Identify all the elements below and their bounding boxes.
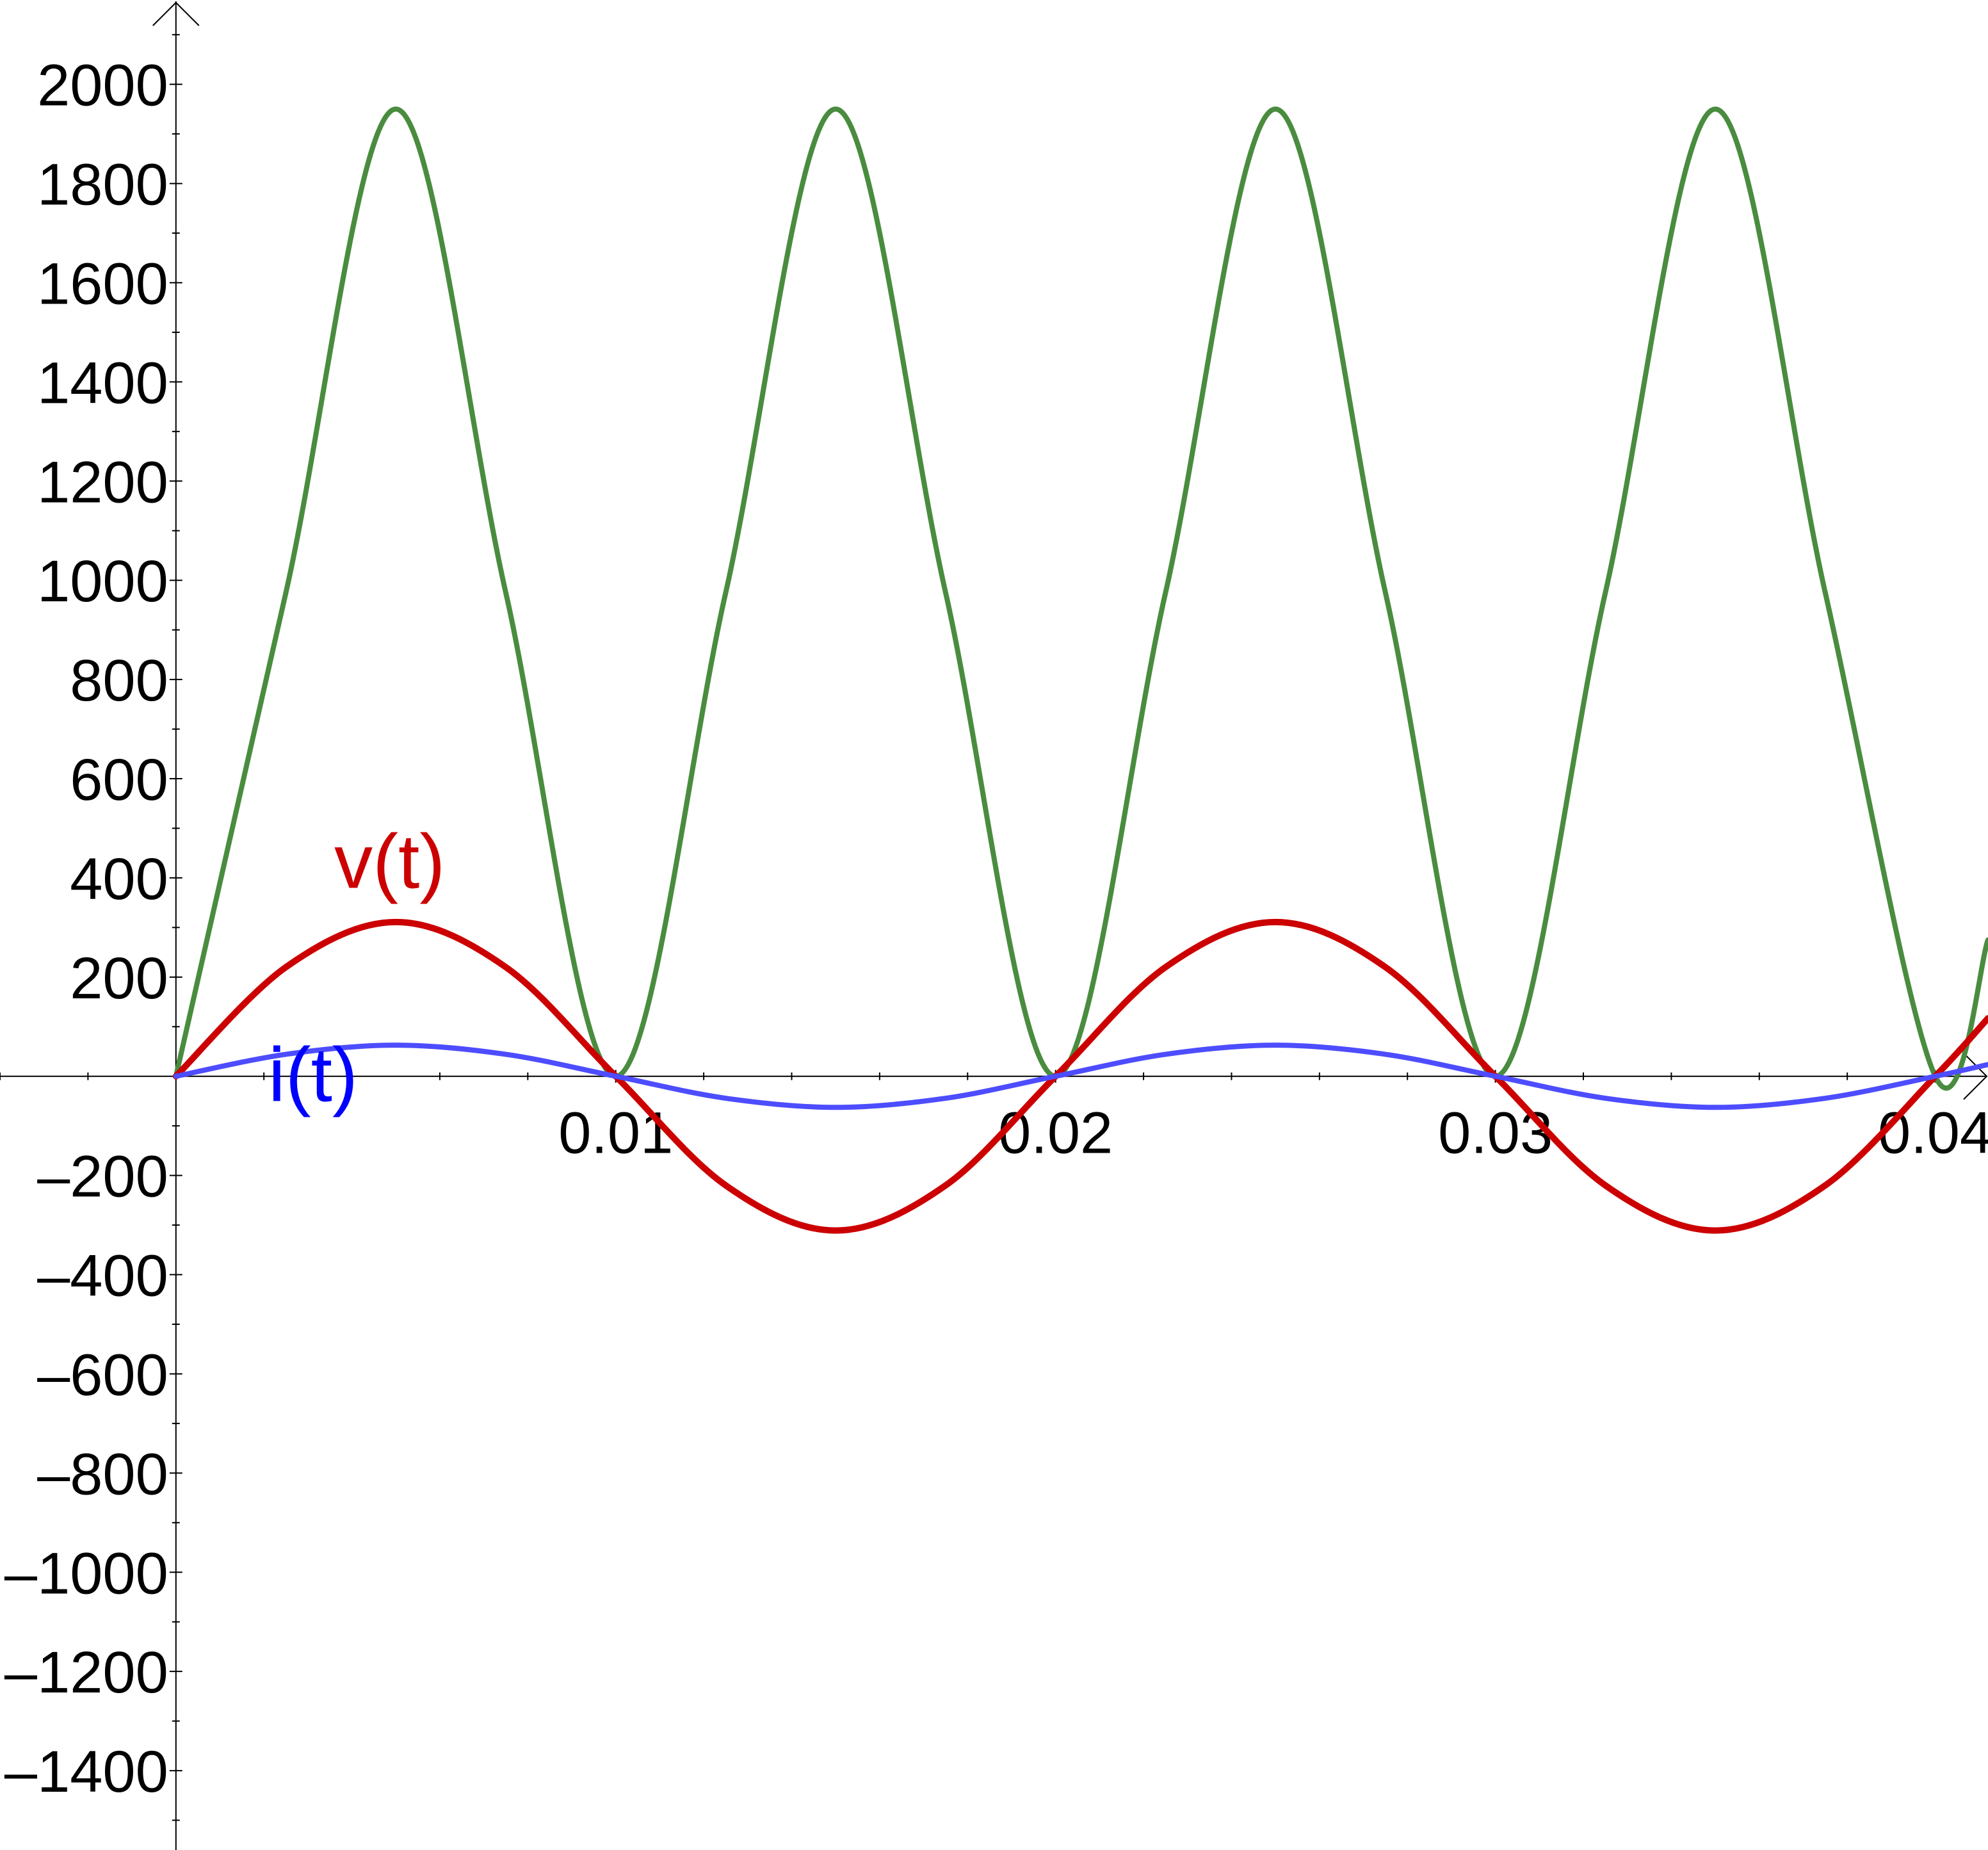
y-tick-label: –800 [37, 1441, 168, 1507]
x-axis-arrow [1963, 1053, 1988, 1100]
x-tick-label: 0.01 [558, 1101, 673, 1166]
y-tick-label: –400 [37, 1244, 168, 1309]
curve-labels: v(t) i(t) [268, 818, 445, 1117]
y-tick-label: 1400 [37, 350, 168, 416]
x-tick-label: 0.04 [1878, 1101, 1988, 1166]
y-tick-label: –200 [37, 1144, 168, 1210]
y-tick-label: 200 [70, 946, 168, 1011]
y-tick-label: 1800 [37, 152, 168, 218]
y-tick-label: 1200 [37, 450, 168, 515]
series-line-power [173, 106, 1988, 1091]
series-line-it [173, 1043, 1988, 1110]
y-tick-label: –1200 [4, 1640, 168, 1705]
curve-label-it: i(t) [268, 1032, 358, 1117]
y-tick-label: 600 [70, 747, 168, 813]
x-tick-label: 0.02 [998, 1101, 1113, 1166]
y-tick-label: –1400 [4, 1739, 168, 1805]
series-line-vt [172, 918, 1988, 1234]
y-tick-label: 800 [70, 648, 168, 713]
series-layer [172, 106, 1988, 1234]
y-tick-label: 2000 [37, 53, 168, 118]
y-axis-arrow [152, 1, 200, 26]
curve-label-vt: v(t) [334, 818, 445, 904]
y-tick-label: 400 [70, 847, 168, 912]
y-tick-label: 1600 [37, 251, 168, 316]
y-axis-ticks: 2000 1800 1600 1400 1200 1000 800 600 400 200 –200… [4, 34, 182, 1821]
y-tick-label: –1000 [4, 1541, 168, 1606]
x-axis-ticks: 0.01 0.02 0.03 0.04 [0, 1069, 1988, 1166]
y-tick-label: –600 [37, 1342, 168, 1408]
x-tick-label: 0.03 [1438, 1101, 1553, 1166]
y-tick-label: 1000 [37, 549, 168, 614]
